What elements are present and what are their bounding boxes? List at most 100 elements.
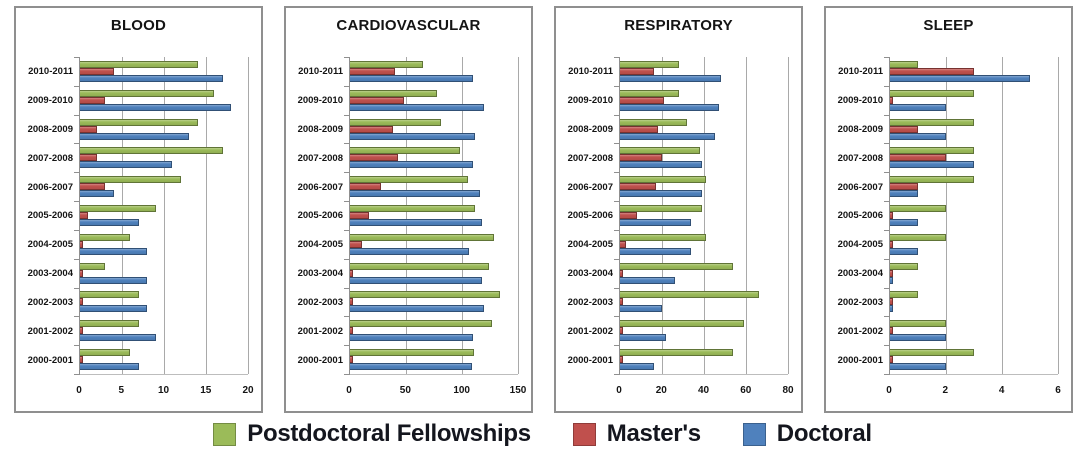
bar-group: [350, 345, 518, 374]
bar-group: [350, 57, 518, 86]
bar-postdoctoral-fellowships: [80, 60, 198, 68]
category-axis-tick: [74, 85, 80, 87]
bar-master-s: [620, 298, 623, 306]
category-label: 2006-2007: [297, 181, 343, 193]
category-label: 2009-2010: [837, 94, 883, 106]
bar-group: [890, 172, 1058, 201]
bar-master-s: [350, 240, 363, 248]
bar-group: [80, 143, 248, 172]
postdoctoral-fellowships-swatch-icon: [213, 422, 237, 446]
bar-doctoral: [350, 132, 476, 140]
x-tick-label: 10: [157, 385, 170, 396]
bar-doctoral: [350, 103, 485, 111]
bar-postdoctoral-fellowships: [890, 349, 974, 357]
y-axis-labels: 2010-2011 2009-2010 2008-2009 2007-2008 2006…: [556, 57, 619, 375]
bar-doctoral: [80, 132, 190, 140]
bar-group: [80, 57, 248, 86]
category-axis-tick: [614, 85, 620, 87]
bar-master-s: [890, 240, 893, 248]
bar-master-s: [620, 125, 658, 133]
bar-rows: [890, 57, 1058, 374]
bar-doctoral: [80, 276, 148, 284]
bar-group: [80, 259, 248, 288]
category-axis-tick: [614, 201, 620, 203]
category-axis-tick: [74, 374, 80, 375]
bar-postdoctoral-fellowships: [890, 89, 974, 97]
bar-group: [80, 230, 248, 259]
bar-postdoctoral-fellowships: [890, 320, 946, 328]
bar-group: [890, 115, 1058, 144]
bar-group: [890, 201, 1058, 230]
bar-postdoctoral-fellowships: [80, 176, 181, 184]
category-axis-tick: [344, 287, 350, 289]
bar-group: [350, 115, 518, 144]
gridline: [662, 57, 663, 374]
bar-master-s: [620, 356, 623, 364]
category-label: 2003-2004: [837, 268, 883, 280]
bar-group: [350, 172, 518, 201]
bar-postdoctoral-fellowships: [620, 320, 744, 328]
bar-group: [620, 86, 788, 115]
category-axis-tick: [74, 229, 80, 231]
panel-title: RESPIRATORY: [624, 17, 733, 34]
panel-title: BLOOD: [110, 17, 167, 34]
bar-doctoral: [350, 74, 474, 82]
bar-master-s: [350, 67, 395, 75]
x-tick-label: 40: [697, 385, 710, 396]
bar-master-s: [620, 269, 623, 277]
category-label: 2005-2006: [297, 210, 343, 222]
bar-group: [890, 143, 1058, 172]
x-tick-label: 150: [509, 385, 527, 396]
bar-postdoctoral-fellowships: [890, 262, 918, 270]
gridline: [206, 57, 207, 374]
bar-master-s: [80, 125, 97, 133]
gridline: [518, 57, 519, 374]
bar-group: [890, 230, 1058, 259]
category-axis-tick: [344, 201, 350, 203]
bar-group: [620, 172, 788, 201]
bar-doctoral: [350, 218, 483, 226]
bar-postdoctoral-fellowships: [620, 291, 759, 299]
bar-group: [350, 259, 518, 288]
bar-group: [350, 86, 518, 115]
legend: Postdoctoral Fellowships Master's Doctor…: [0, 417, 1085, 451]
category-axis-tick: [74, 287, 80, 289]
bar-doctoral: [80, 305, 148, 313]
bar-postdoctoral-fellowships: [350, 176, 468, 184]
bar-doctoral: [80, 103, 232, 111]
gridline: [704, 57, 705, 374]
category-label: 2003-2004: [297, 268, 343, 280]
bar-group: [80, 172, 248, 201]
bar-postdoctoral-fellowships: [890, 233, 946, 241]
plot-wrap: 2010-2011 2009-2010 2008-2009 2007-2008 2006…: [16, 57, 261, 375]
bar-doctoral: [350, 363, 473, 371]
bar-doctoral: [890, 74, 1030, 82]
bar-postdoctoral-fellowships: [890, 291, 918, 299]
bar-doctoral: [80, 74, 223, 82]
category-label: 2002-2003: [27, 297, 73, 309]
bar-group: [350, 230, 518, 259]
bar-master-s: [890, 125, 918, 133]
bar-group: [890, 345, 1058, 374]
bar-master-s: [350, 269, 353, 277]
bar-doctoral: [80, 218, 139, 226]
bar-doctoral: [350, 276, 483, 284]
bar-postdoctoral-fellowships: [80, 89, 215, 97]
bar-postdoctoral-fellowships: [80, 204, 156, 212]
bar-doctoral: [890, 161, 974, 169]
bar-group: [620, 115, 788, 144]
bar-group: [350, 143, 518, 172]
bar-master-s: [80, 154, 97, 162]
x-tick-label: 6: [1055, 385, 1061, 396]
category-axis-tick: [344, 172, 350, 174]
chart-panels: BLOOD 2010-2011 2009-2010 2008-2009 2007-20…: [14, 6, 1073, 413]
bar-doctoral: [80, 190, 114, 198]
bar-doctoral: [620, 334, 667, 342]
x-tick-label: 0: [616, 385, 622, 396]
bar-master-s: [350, 211, 370, 219]
category-axis-tick: [884, 258, 890, 260]
category-label: 2009-2010: [297, 94, 343, 106]
category-axis-tick: [884, 345, 890, 347]
category-axis-tick: [344, 258, 350, 260]
